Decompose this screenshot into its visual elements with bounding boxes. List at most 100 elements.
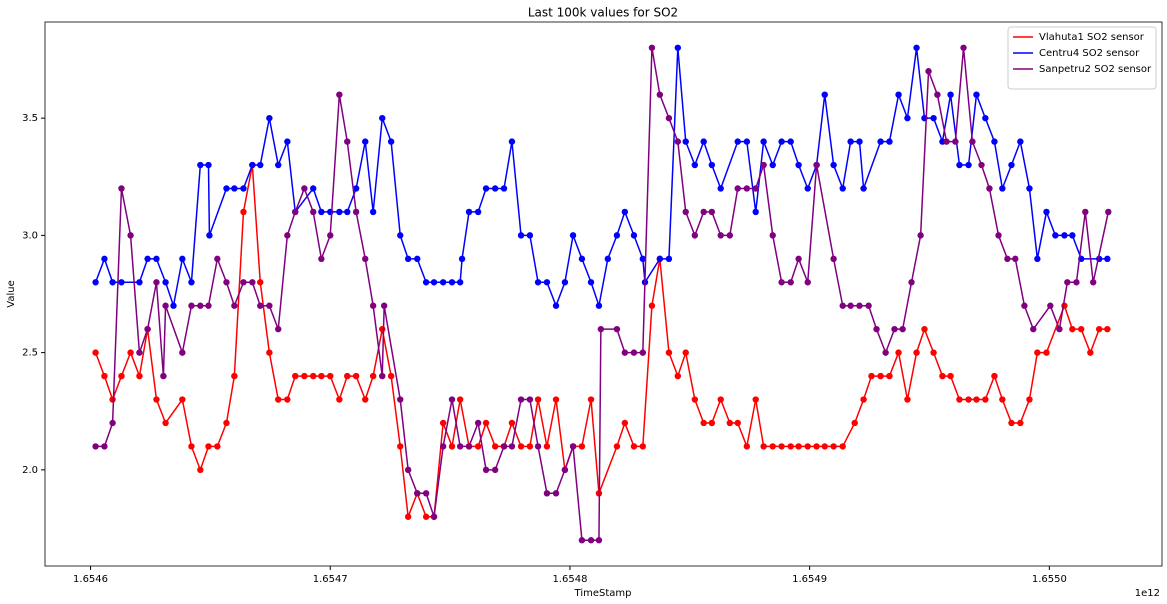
data-point	[144, 255, 151, 263]
data-point	[960, 44, 967, 51]
data-point	[1104, 255, 1111, 263]
data-point	[656, 91, 664, 98]
data-point	[310, 185, 317, 192]
data-point	[873, 325, 880, 333]
data-point	[717, 232, 724, 239]
data-point	[969, 138, 976, 145]
y-axis-label: Value	[6, 280, 17, 307]
data-point	[700, 419, 707, 427]
data-point	[188, 279, 195, 286]
data-point	[886, 372, 893, 380]
data-point	[639, 349, 647, 356]
data-point	[1034, 255, 1041, 263]
data-point	[197, 161, 204, 169]
data-point	[205, 443, 212, 450]
data-point	[197, 466, 204, 474]
data-point	[795, 443, 802, 450]
data-point	[482, 419, 490, 427]
data-point	[301, 372, 308, 380]
data-point	[1030, 325, 1037, 333]
data-point	[266, 349, 273, 356]
data-point	[257, 279, 264, 286]
data-point	[266, 302, 273, 309]
data-point	[860, 185, 867, 192]
data-point	[414, 255, 421, 263]
data-point	[821, 91, 828, 98]
x-tick-label: 1.6547	[313, 574, 348, 585]
data-point	[760, 161, 767, 169]
data-point	[1087, 349, 1094, 356]
legend-box	[1007, 26, 1157, 90]
data-point	[508, 138, 516, 145]
data-point	[552, 490, 560, 497]
data-point	[379, 114, 386, 122]
data-point	[1004, 255, 1011, 263]
data-point	[101, 255, 108, 263]
data-point	[656, 255, 664, 263]
data-point	[865, 302, 872, 309]
data-point	[778, 279, 785, 286]
data-point	[153, 255, 160, 263]
data-point	[717, 185, 724, 192]
data-point	[682, 138, 689, 145]
data-point	[414, 490, 421, 497]
data-point	[379, 372, 386, 380]
data-point	[665, 255, 673, 263]
data-point	[214, 443, 221, 450]
y-tick-label: 3.0	[22, 230, 38, 241]
data-point	[284, 232, 291, 239]
data-point	[752, 396, 759, 403]
data-point	[352, 372, 360, 380]
data-point	[153, 396, 160, 403]
data-point	[991, 372, 998, 380]
data-point	[240, 279, 247, 286]
series	[92, 44, 1112, 544]
data-point	[223, 279, 230, 286]
data-point	[595, 302, 603, 309]
data-point	[318, 255, 325, 263]
data-point	[543, 443, 551, 450]
data-point	[760, 138, 767, 145]
data-point	[231, 185, 238, 192]
data-point	[717, 396, 724, 403]
data-point	[982, 114, 989, 122]
data-point	[1090, 279, 1097, 286]
data-point	[708, 161, 716, 169]
data-point	[153, 279, 160, 286]
data-point	[387, 372, 395, 380]
data-point	[275, 161, 282, 169]
data-point	[292, 208, 299, 216]
data-point	[1095, 325, 1103, 333]
data-point	[1069, 325, 1076, 333]
data-point	[205, 302, 212, 309]
x-tick-label: 1.6546	[73, 574, 108, 585]
data-point	[344, 138, 351, 145]
data-point	[908, 279, 915, 286]
data-point	[899, 325, 906, 333]
data-point	[188, 302, 195, 309]
chart-title: Last 100k values for SO2	[528, 6, 678, 20]
data-point	[422, 490, 430, 497]
data-point	[787, 279, 794, 286]
data-point	[491, 466, 499, 474]
data-point	[787, 443, 794, 450]
data-point	[249, 161, 256, 169]
data-point	[526, 232, 534, 239]
data-point	[136, 372, 143, 380]
data-point	[587, 537, 595, 544]
data-point	[318, 208, 325, 216]
data-point	[956, 161, 963, 169]
data-point	[804, 443, 811, 450]
data-point	[292, 372, 299, 380]
data-point	[1069, 232, 1076, 239]
data-point	[500, 185, 508, 192]
data-point	[921, 325, 928, 333]
data-point	[804, 185, 811, 192]
data-point	[439, 279, 447, 286]
y-tick-label: 3.5	[22, 113, 38, 124]
data-point	[769, 443, 776, 450]
data-point	[162, 419, 169, 427]
data-point	[448, 279, 456, 286]
data-point	[275, 325, 282, 333]
